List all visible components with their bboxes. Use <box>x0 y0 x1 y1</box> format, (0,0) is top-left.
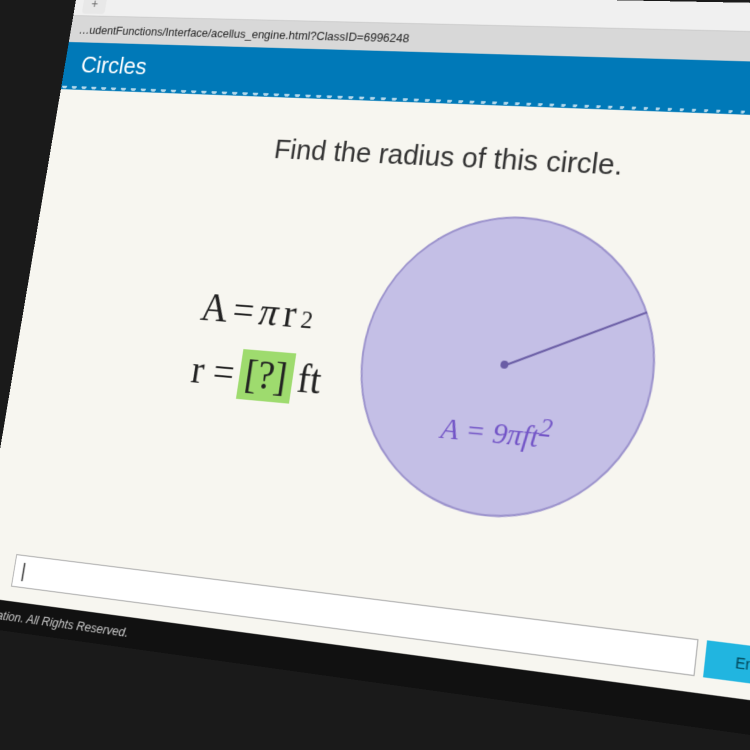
radius-formula: r = [?] ft <box>188 345 325 406</box>
new-tab-button[interactable]: + <box>82 0 108 14</box>
enter-button[interactable]: Enter <box>703 640 750 690</box>
radius-prefix: r = <box>188 347 237 396</box>
problem-area: A = πr2 r = [?] ft A = 9πft2 <box>31 192 750 552</box>
question-prompt: Find the radius of this circle. <box>82 117 750 194</box>
screen: + …udentFunctions/Interface/acellus_engi… <box>0 0 750 748</box>
area-value-label: A = 9πft2 <box>439 404 555 457</box>
answer-blank[interactable]: [?] <box>236 349 296 404</box>
circle-diagram: A = 9πft2 <box>342 209 672 533</box>
formula-block: A = πr2 r = [?] ft <box>188 285 333 406</box>
area-formula: A = πr2 <box>198 285 334 340</box>
circle-shape: A = 9πft2 <box>342 209 672 533</box>
center-dot <box>500 360 509 369</box>
unit-label: ft <box>294 356 324 405</box>
radius-line <box>504 311 647 366</box>
page-title: Circles <box>79 51 149 80</box>
